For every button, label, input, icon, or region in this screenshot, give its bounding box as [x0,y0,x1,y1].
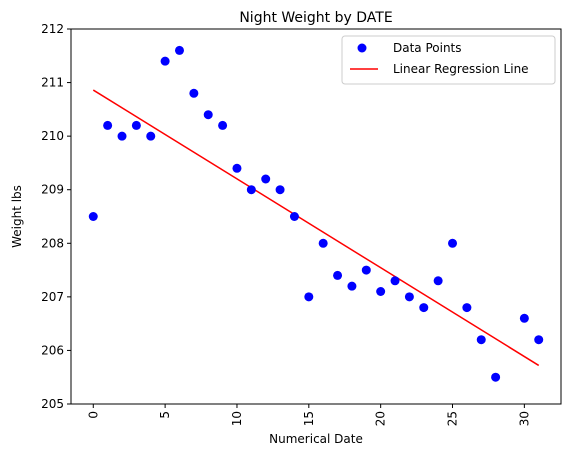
data-point [347,281,357,291]
data-point [146,131,156,141]
data-point [117,131,127,141]
data-point [491,372,501,382]
data-point [189,88,199,98]
x-tick-label: 10 [230,411,244,426]
x-axis-title: Numerical Date [269,432,363,446]
data-point [174,45,184,55]
x-tick-label: 5 [158,411,172,419]
data-point [390,276,400,286]
series-layer [88,45,544,382]
data-point [289,212,299,221]
x-tick-label: 20 [374,411,388,426]
data-point [318,238,328,248]
y-tick-label: 207 [41,290,64,304]
x-tick-label: 15 [302,411,316,426]
data-point [433,276,443,286]
data-point [203,110,213,120]
y-axis: 205 206 207 208 209 210 211 212 [41,22,71,411]
y-tick-label: 206 [41,343,64,357]
data-point [404,292,414,302]
x-tick-label: 30 [517,411,531,426]
y-tick-label: 205 [41,397,64,411]
data-point [218,120,228,130]
x-axis: 0 5 10 15 20 25 30 [86,404,531,426]
chart-title: Night Weight by DATE [239,10,392,26]
y-tick-label: 210 [41,129,64,143]
data-point [476,335,486,345]
data-point [448,238,458,248]
y-tick-label: 209 [41,183,64,197]
data-point [88,212,98,221]
data-point [261,174,271,184]
data-point [232,163,242,173]
data-point [419,303,429,313]
legend-label: Data Points [393,41,462,55]
y-tick-label: 208 [41,236,64,250]
regression-line [92,89,540,367]
data-point [361,265,371,275]
legend: Data Points Linear Regression Line [341,35,556,85]
legend-label: Linear Regression Line [393,62,529,76]
data-point [519,313,529,323]
data-point [333,270,343,280]
data-point [376,287,386,296]
y-tick-label: 212 [41,22,64,36]
x-tick-label: 25 [446,411,460,426]
data-point [160,56,170,66]
data-point [304,292,314,302]
plot-frame [70,28,562,405]
legend-box [341,35,556,85]
data-point [534,335,544,345]
plot-area: 0 5 10 15 20 25 30 205 206 207 208 209 210 211 212 [41,22,562,426]
data-point [103,120,113,130]
x-tick-label: 0 [86,411,100,419]
data-point [462,303,472,313]
legend-marker-data-points [357,43,367,53]
data-point [275,185,285,195]
data-point [131,120,141,130]
data-point [246,185,256,195]
y-axis-title: Weight lbs [10,185,24,248]
y-tick-label: 211 [41,76,64,90]
